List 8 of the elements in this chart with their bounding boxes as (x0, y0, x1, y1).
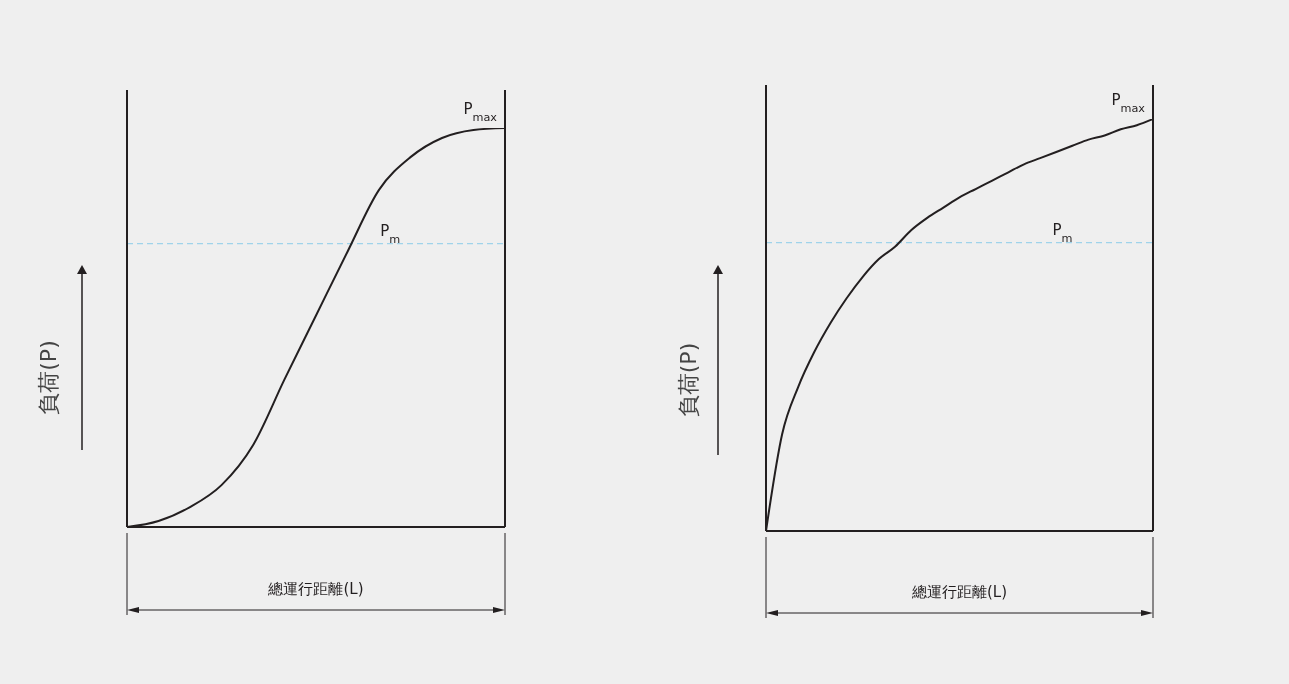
y-axis-title: 負荷(P) (35, 340, 61, 415)
text: P$_{max}$ (463, 100, 498, 124)
x-axis-title: 總運行距離(L) (910, 583, 1008, 601)
ref-line-label: P$_{m}$ (380, 221, 401, 246)
y-axis-title: 負荷(P) (675, 342, 701, 418)
text: P$_{max}$ (1111, 91, 1146, 115)
ref-line-label: P$_{m}$ (1052, 220, 1073, 245)
x-axis-title: 總運行距離(L) (267, 580, 364, 598)
